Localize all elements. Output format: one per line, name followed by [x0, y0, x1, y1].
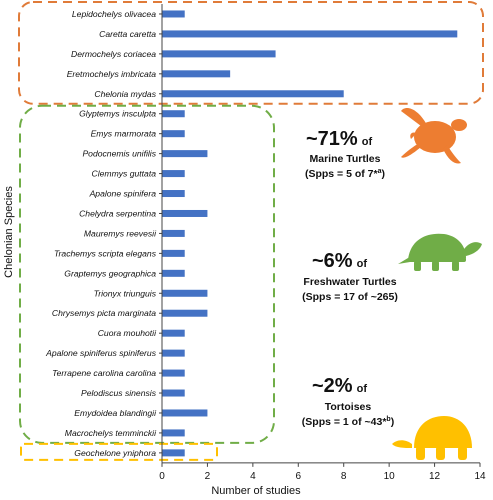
bar — [162, 289, 208, 297]
bar — [162, 30, 458, 38]
bar — [162, 249, 185, 257]
bar — [162, 269, 185, 277]
marine-annotation: ~71% of Marine Turtles (Spps = 5 of 7*a) — [305, 128, 385, 180]
bar — [162, 389, 185, 397]
freshwater-annotation: ~6% of Freshwater Turtles (Spps = 17 of ~… — [302, 250, 398, 303]
bar — [162, 329, 185, 337]
sea-turtle-icon — [401, 107, 467, 164]
axes — [161, 4, 480, 464]
svg-text:~6%of: ~6% of — [312, 250, 367, 272]
tortoise-icon — [392, 416, 472, 460]
freshwater-of: of — [357, 258, 368, 270]
x-tick-label: 12 — [429, 471, 441, 482]
bars — [162, 10, 458, 457]
svg-text:~2%of: ~2% of — [312, 375, 367, 397]
category-label: Caretta caretta — [99, 29, 156, 39]
tortoise-annotation: ~2% of Tortoises (Spps = 1 of ~43*b) — [302, 375, 394, 428]
x-tick-label: 4 — [250, 471, 256, 482]
bar — [162, 10, 185, 18]
category-labels: Lepidochelys olivacea Caretta caretta Derm… — [45, 9, 162, 458]
category-label: Lepidochelys olivacea — [72, 9, 156, 19]
category-label: Chrysemys picta marginata — [52, 308, 156, 318]
bar — [162, 150, 208, 158]
tortoise-group-label: Tortoises — [325, 401, 372, 413]
bar — [162, 369, 185, 377]
x-axis-title: Number of studies — [211, 485, 301, 497]
bar — [162, 209, 208, 217]
x-tick-label: 2 — [205, 471, 211, 482]
category-label: Eretmochelys imbricata — [67, 69, 157, 79]
x-tick-label: 8 — [341, 471, 347, 482]
category-label: Chelonia mydas — [94, 89, 156, 99]
x-tick-label: 6 — [296, 471, 302, 482]
group-boxes — [18, 1, 484, 461]
bar — [162, 229, 185, 237]
tortoise-percent: ~2% — [312, 375, 353, 397]
bar — [162, 50, 276, 58]
freshwater-count-text: (Spps = 17 of ~265) — [302, 291, 398, 303]
freshwater-group-label: Freshwater Turtles — [303, 276, 396, 288]
category-label: Mauremys reevesii — [84, 228, 157, 238]
tortoise-of: of — [357, 383, 368, 395]
x-tick-label: 0 — [159, 471, 165, 482]
category-label: Pelodiscus sinensis — [81, 388, 157, 398]
tortoise-group-box — [20, 442, 218, 461]
freshwater-turtle-icon — [398, 233, 482, 271]
marine-of: of — [362, 136, 373, 148]
y-axis-title: Chelonian Species — [3, 186, 15, 278]
category-label: Glyptemys insculpta — [79, 109, 156, 119]
bar — [162, 110, 185, 118]
category-label: Chelydra serpentina — [79, 208, 156, 218]
marine-percent: ~71% — [306, 128, 358, 150]
marine-group-box — [18, 1, 484, 105]
category-label: Dermochelys coriacea — [71, 49, 156, 59]
category-label: Emydoidea blandingii — [74, 408, 157, 418]
category-label: Terrapene carolina carolina — [52, 368, 156, 378]
category-label: Emys marmorata — [91, 129, 157, 139]
bar — [162, 90, 344, 98]
bar — [162, 449, 185, 457]
x-tick-labels: 0 2 4 6 8 10 12 14 — [159, 462, 486, 482]
bar — [162, 190, 185, 198]
category-label: Trachemys scripta elegans — [54, 248, 157, 258]
category-label: Apalone spinifera — [89, 189, 157, 199]
bar — [162, 409, 208, 417]
bar — [162, 70, 231, 78]
marine-count-text: (Spps = 5 of 7*a) — [305, 168, 385, 180]
bar — [162, 130, 185, 138]
bar — [162, 170, 185, 178]
category-label: Podocnemis unifilis — [82, 149, 156, 159]
x-tick-label: 14 — [474, 471, 486, 482]
category-label: Clemmys guttata — [92, 169, 157, 179]
bar — [162, 349, 185, 357]
category-label: Macrochelys temminckii — [65, 428, 157, 438]
x-tick-label: 10 — [384, 471, 396, 482]
category-label: Graptemys geographica — [64, 268, 156, 278]
svg-text:~71%of: ~71% of — [306, 128, 372, 150]
category-label: Trionyx triunguis — [94, 288, 157, 298]
bar — [162, 429, 185, 437]
category-label: Apalone spiniferus spiniferus — [45, 348, 157, 358]
bar — [162, 309, 208, 317]
marine-group-label: Marine Turtles — [310, 153, 381, 165]
tortoise-count-text: (Spps = 1 of ~43*b) — [302, 416, 394, 428]
category-label: Geochelone yniphora — [74, 448, 156, 458]
category-label: Cuora mouhotii — [98, 328, 157, 338]
freshwater-percent: ~6% — [312, 250, 353, 272]
